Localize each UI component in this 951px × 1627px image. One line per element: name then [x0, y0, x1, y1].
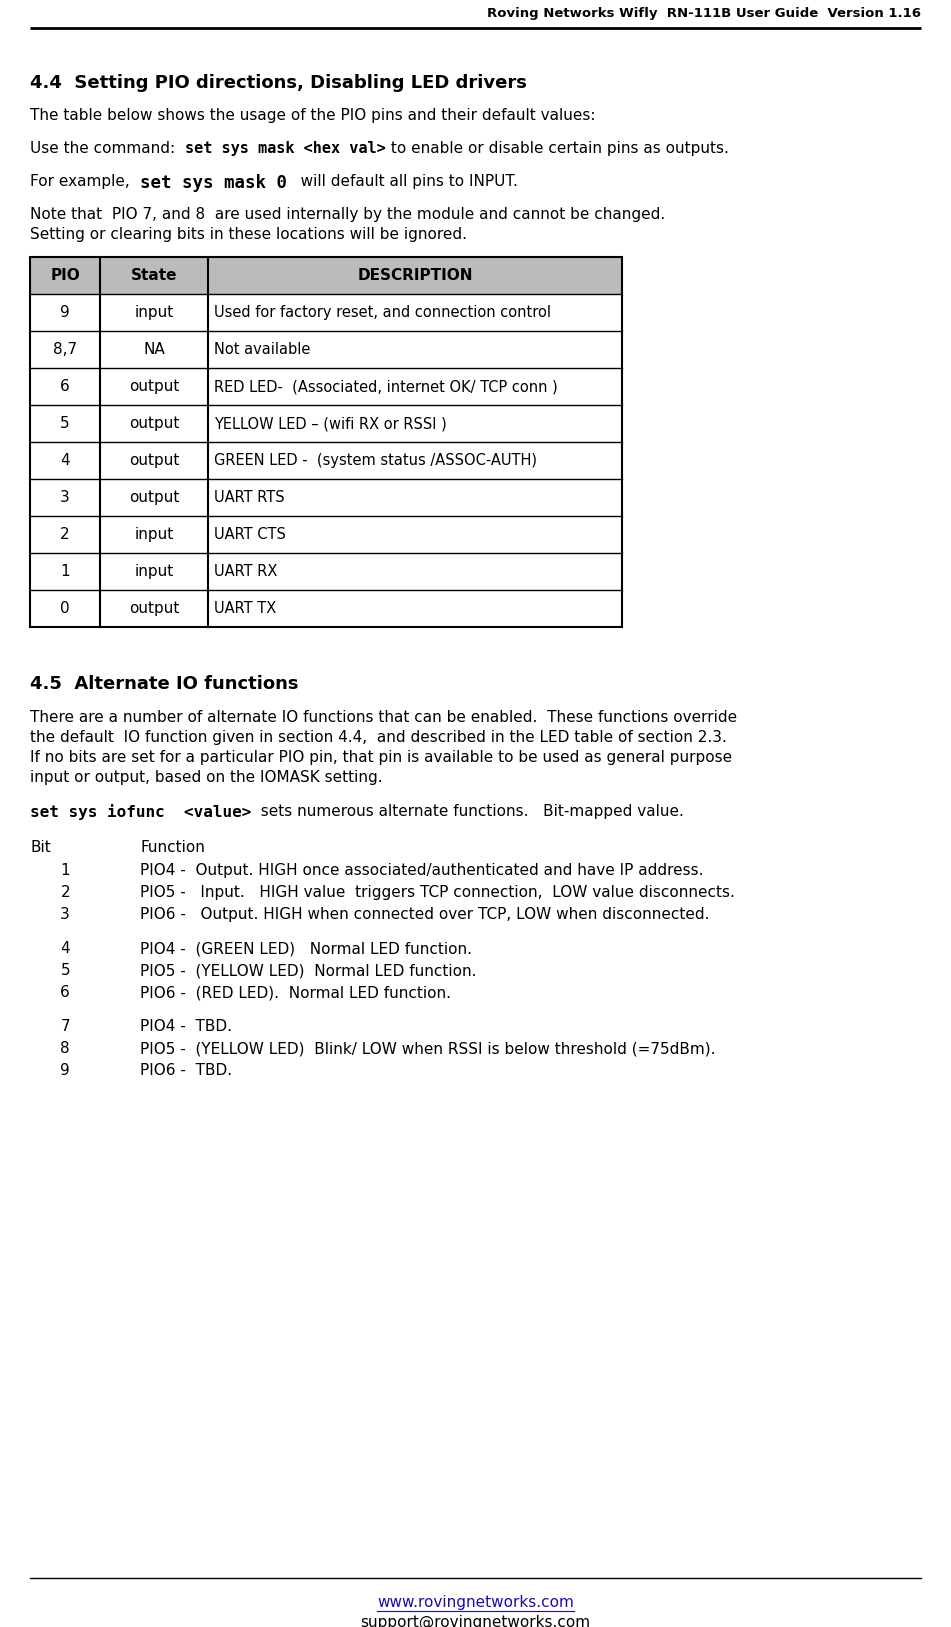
Bar: [30, 257, 622, 626]
Text: PIO4 -  TBD.: PIO4 - TBD.: [140, 1019, 232, 1035]
Text: 0: 0: [60, 600, 69, 617]
Text: to enable or disable certain pins as outputs.: to enable or disable certain pins as out…: [385, 142, 728, 156]
Text: the default  IO function given in section 4.4,  and described in the LED table o: the default IO function given in section…: [30, 731, 727, 745]
Text: DESCRIPTION: DESCRIPTION: [358, 268, 473, 283]
Text: 5: 5: [60, 963, 70, 978]
Text: PIO5 -  (YELLOW LED)  Blink/ LOW when RSSI is below threshold (=75dBm).: PIO5 - (YELLOW LED) Blink/ LOW when RSSI…: [140, 1041, 715, 1056]
Text: www.rovingnetworks.com: www.rovingnetworks.com: [377, 1594, 574, 1611]
Text: output: output: [128, 452, 179, 469]
Text: will default all pins to INPUT.: will default all pins to INPUT.: [286, 174, 518, 189]
Text: 8: 8: [60, 1041, 70, 1056]
Text: output: output: [128, 490, 179, 504]
Text: sets numerous alternate functions.   Bit-mapped value.: sets numerous alternate functions. Bit-m…: [251, 804, 685, 818]
Text: PIO: PIO: [50, 268, 80, 283]
Text: Function: Function: [140, 840, 204, 856]
Text: There are a number of alternate IO functions that can be enabled.  These functio: There are a number of alternate IO funct…: [30, 709, 737, 726]
Text: For example,: For example,: [30, 174, 140, 189]
Text: 7: 7: [60, 1019, 70, 1035]
Text: If no bits are set for a particular PIO pin, that pin is available to be used as: If no bits are set for a particular PIO …: [30, 750, 732, 765]
Text: 2: 2: [60, 527, 69, 542]
Text: UART RX: UART RX: [214, 565, 278, 579]
Text: 4: 4: [60, 940, 70, 957]
Text: 4.5  Alternate IO functions: 4.5 Alternate IO functions: [30, 675, 299, 693]
Text: Bit: Bit: [30, 840, 50, 856]
Text: UART RTS: UART RTS: [214, 490, 284, 504]
Text: Used for factory reset, and connection control: Used for factory reset, and connection c…: [214, 304, 551, 321]
Text: output: output: [128, 600, 179, 617]
Text: PIO6 -  TBD.: PIO6 - TBD.: [140, 1062, 232, 1079]
Text: 6: 6: [60, 379, 69, 394]
Text: PIO5 -  (YELLOW LED)  Normal LED function.: PIO5 - (YELLOW LED) Normal LED function.: [140, 963, 476, 978]
Text: RED LED-  (Associated, internet OK/ TCP conn ): RED LED- (Associated, internet OK/ TCP c…: [214, 379, 557, 394]
Text: set sys iofunc  <value>: set sys iofunc <value>: [30, 804, 251, 820]
Text: output: output: [128, 417, 179, 431]
Text: GREEN LED -  (system status /ASSOC-AUTH): GREEN LED - (system status /ASSOC-AUTH): [214, 452, 537, 469]
Text: input or output, based on the IOMASK setting.: input or output, based on the IOMASK set…: [30, 770, 382, 784]
Text: 9: 9: [60, 304, 69, 321]
Text: 3: 3: [60, 906, 70, 923]
Text: set sys mask 0: set sys mask 0: [140, 174, 286, 192]
Bar: [30, 257, 622, 294]
Text: 2: 2: [60, 885, 70, 900]
Text: Use the command:: Use the command:: [30, 142, 184, 156]
Text: output: output: [128, 379, 179, 394]
Text: 3: 3: [60, 490, 69, 504]
Text: 5: 5: [60, 417, 69, 431]
Text: 4.4  Setting PIO directions, Disabling LED drivers: 4.4 Setting PIO directions, Disabling LE…: [30, 73, 527, 93]
Text: 1: 1: [60, 862, 70, 879]
Text: input: input: [134, 304, 174, 321]
Text: YELLOW LED – (wifi RX or RSSI ): YELLOW LED – (wifi RX or RSSI ): [214, 417, 447, 431]
Text: UART TX: UART TX: [214, 600, 276, 617]
Text: PIO6 -   Output. HIGH when connected over TCP, LOW when disconnected.: PIO6 - Output. HIGH when connected over …: [140, 906, 709, 923]
Text: Setting or clearing bits in these locations will be ignored.: Setting or clearing bits in these locati…: [30, 228, 467, 242]
Text: PIO4 -  (GREEN LED)   Normal LED function.: PIO4 - (GREEN LED) Normal LED function.: [140, 940, 472, 957]
Text: Not available: Not available: [214, 342, 310, 356]
Text: support@rovingnetworks.com: support@rovingnetworks.com: [360, 1616, 591, 1627]
Text: UART CTS: UART CTS: [214, 527, 286, 542]
Text: input: input: [134, 565, 174, 579]
Text: 1: 1: [60, 565, 69, 579]
Text: 4: 4: [60, 452, 69, 469]
Text: 8,7: 8,7: [53, 342, 77, 356]
Text: PIO5 -   Input.   HIGH value  triggers TCP connection,  LOW value disconnects.: PIO5 - Input. HIGH value triggers TCP co…: [140, 885, 735, 900]
Text: PIO4 -  Output. HIGH once associated/authenticated and have IP address.: PIO4 - Output. HIGH once associated/auth…: [140, 862, 704, 879]
Text: Roving Networks Wifly  RN-111B User Guide  Version 1.16: Roving Networks Wifly RN-111B User Guide…: [487, 7, 921, 20]
Text: 9: 9: [60, 1062, 70, 1079]
Text: State: State: [130, 268, 177, 283]
Text: Note that  PIO 7, and 8  are used internally by the module and cannot be changed: Note that PIO 7, and 8 are used internal…: [30, 207, 666, 221]
Text: PIO6 -  (RED LED).  Normal LED function.: PIO6 - (RED LED). Normal LED function.: [140, 984, 451, 1001]
Text: NA: NA: [143, 342, 165, 356]
Text: The table below shows the usage of the PIO pins and their default values:: The table below shows the usage of the P…: [30, 107, 595, 124]
Text: set sys mask <hex val>: set sys mask <hex val>: [184, 142, 385, 156]
Text: input: input: [134, 527, 174, 542]
Text: 6: 6: [60, 984, 70, 1001]
